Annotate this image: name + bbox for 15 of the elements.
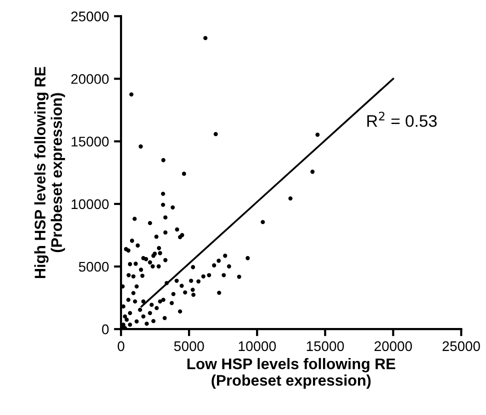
y-tick-label: 5000 [78, 262, 109, 272]
x-axis-title: Low HSP levels following RE (Probeset expression) [187, 358, 396, 389]
y-tick-label: 20000 [71, 74, 109, 84]
x-tick-label: 15000 [306, 341, 344, 352]
x-tick-label: 20000 [374, 341, 412, 352]
y-tick-label: 15000 [72, 136, 109, 147]
x-tick-label: 5000 [174, 341, 204, 352]
x-tick-label: 25000 [442, 341, 480, 352]
x-tick-label: 10000 [238, 341, 276, 352]
y-tick-label: 0 [102, 324, 109, 334]
y-tick-label: 25000 [71, 12, 109, 22]
y-axis-title: High HSP levels following RE (Probeset expression) [34, 66, 66, 278]
annotation: R$^{2}$ = 0.53 [367, 112, 437, 127]
x-tick-label: 0 [118, 341, 124, 352]
y-tick-label: 10000 [72, 199, 109, 210]
